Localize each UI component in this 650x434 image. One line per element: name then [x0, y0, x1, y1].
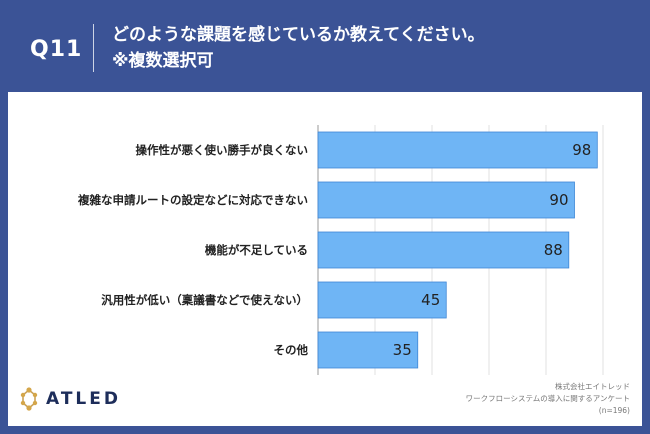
- value-label: 35: [393, 341, 412, 359]
- bar: [317, 181, 575, 219]
- question-title: どのような課題を感じているか教えてください。 ※複数選択可: [112, 22, 485, 74]
- value-label: 45: [421, 291, 440, 309]
- category-label: 操作性が悪く使い勝手が良くない: [136, 143, 309, 157]
- source-company: 株式会社エイトレッド: [555, 382, 630, 391]
- question-title-line2: ※複数選択可: [112, 51, 214, 71]
- category-label: その他: [274, 343, 309, 357]
- atled-logo-text: ATLED: [46, 389, 121, 409]
- atled-logo-icon: [20, 387, 38, 411]
- question-title-line1: どのような課題を感じているか教えてください。: [112, 25, 485, 45]
- source-sample: (n=196): [598, 406, 630, 415]
- value-label: 90: [549, 191, 568, 209]
- category-label: 機能が不足している: [205, 243, 308, 257]
- bar: [317, 231, 570, 269]
- value-label: 98: [572, 141, 591, 159]
- source-survey: ワークフローシステムの導入に関するアンケート: [465, 394, 630, 403]
- value-label: 88: [544, 241, 563, 259]
- question-number: Q11: [30, 37, 83, 62]
- bar: [317, 131, 598, 169]
- bar: [317, 281, 447, 319]
- bar: [317, 331, 419, 369]
- category-label: 複雑な申請ルートの設定などに対応できない: [77, 193, 308, 207]
- header: Q11 どのような課題を感じているか教えてください。 ※複数選択可: [0, 0, 650, 90]
- category-label: 汎用性が低い（稟議書などで使えない）: [101, 293, 308, 307]
- source-note: 株式会社エイトレッド ワークフローシステムの導入に関するアンケート (n=196…: [466, 381, 630, 417]
- atled-logo: ATLED: [18, 386, 121, 412]
- header-divider: [93, 24, 94, 72]
